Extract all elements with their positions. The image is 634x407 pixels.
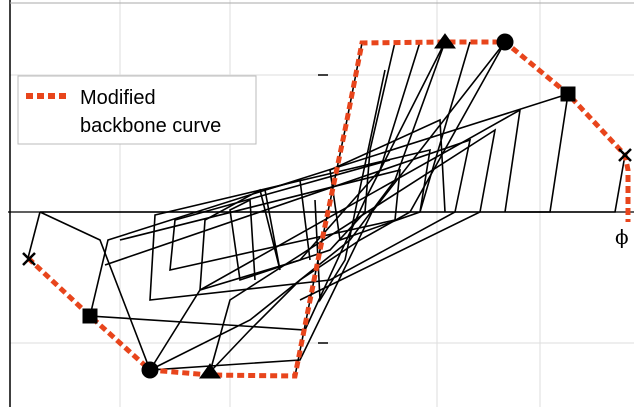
marker-x — [618, 148, 632, 162]
marker-triangle — [434, 33, 456, 49]
marker-x — [22, 252, 36, 266]
loop — [119, 159, 401, 272]
hysteresis-loops — [27, 41, 626, 377]
loop — [329, 41, 471, 242]
marker-square — [560, 86, 576, 102]
legend-label: backbone curve — [80, 115, 221, 137]
loop — [27, 211, 41, 259]
loop — [229, 41, 396, 282]
grid — [10, 0, 634, 407]
loop — [89, 41, 569, 331]
marker-triangle — [199, 363, 221, 379]
loop — [149, 41, 446, 371]
marker-circle — [496, 33, 514, 51]
marker-circle — [141, 361, 159, 379]
backbone-curve — [26, 39, 631, 379]
legend-label: Modified — [80, 87, 156, 109]
loop — [104, 138, 472, 301]
loop — [209, 41, 506, 373]
loop — [149, 108, 522, 371]
annotation: ϕ — [615, 225, 629, 249]
legend-box — [17, 75, 257, 145]
marker-square — [82, 308, 98, 324]
markers — [22, 33, 632, 379]
loop — [209, 128, 497, 373]
loop — [199, 41, 421, 292]
legend: Modified backbone curve — [17, 75, 257, 145]
loop — [39, 41, 626, 371]
